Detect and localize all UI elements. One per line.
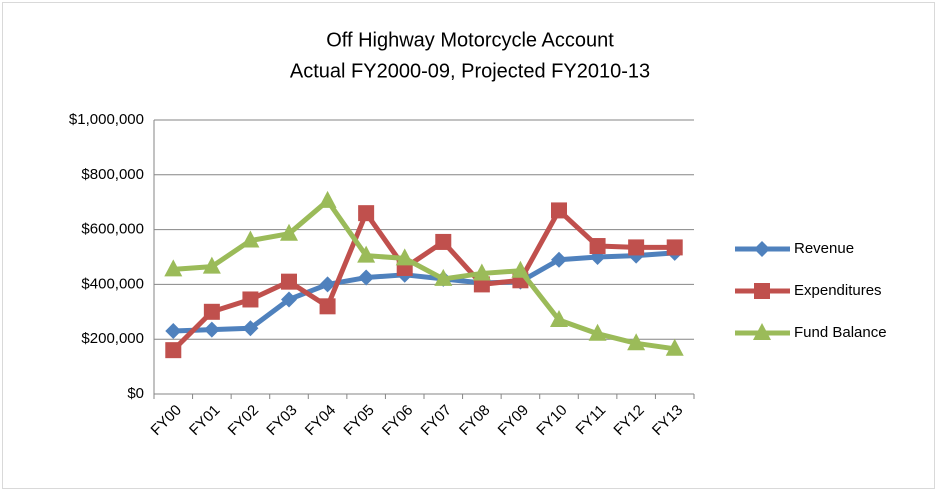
legend-marker: [753, 323, 771, 340]
data-point: [358, 205, 375, 222]
data-point: [589, 238, 606, 255]
data-point: [319, 298, 336, 315]
data-point: [319, 276, 336, 293]
y-tick-label: $0: [127, 385, 144, 402]
data-point: [551, 251, 567, 268]
data-point: [665, 338, 684, 356]
data-point: [550, 310, 568, 328]
data-point: [242, 320, 259, 337]
data-point: [165, 342, 182, 359]
legend-label: Expenditures: [794, 282, 882, 299]
data-point: [203, 321, 220, 338]
data-point: [395, 248, 414, 266]
data-point: [164, 259, 183, 277]
data-point: [434, 268, 453, 286]
y-tick-label: $400,000: [81, 275, 144, 292]
legend-marker: [754, 283, 770, 299]
data-point: [281, 273, 297, 290]
data-point: [588, 323, 607, 341]
y-tick-label: $1,000,000: [69, 111, 144, 128]
data-point: [358, 269, 375, 286]
chart-subtitle: Actual FY2000-09, Projected FY2010-13: [290, 60, 650, 82]
data-point: [357, 245, 376, 263]
data-point: [551, 202, 567, 219]
y-tick-label: $200,000: [81, 330, 144, 347]
y-tick-label: $800,000: [81, 166, 144, 183]
data-point: [435, 233, 452, 250]
data-point: [318, 190, 337, 208]
data-point: [242, 291, 259, 308]
data-point: [627, 333, 646, 351]
data-point: [241, 230, 260, 248]
data-point: [165, 322, 182, 339]
data-point: [511, 260, 530, 278]
data-point: [202, 256, 221, 274]
legend-marker: [754, 241, 770, 257]
series-line: [173, 198, 676, 352]
data-point: [628, 239, 645, 256]
legend-label: Revenue: [794, 240, 854, 257]
data-point: [472, 263, 491, 281]
data-point: [203, 303, 220, 320]
y-tick-label: $600,000: [81, 221, 144, 238]
legend-label: Fund Balance: [794, 324, 887, 341]
chart-title: Off Highway Motorcycle Account: [326, 29, 614, 51]
data-point: [280, 223, 298, 241]
data-point: [281, 291, 297, 308]
data-point: [666, 239, 683, 256]
